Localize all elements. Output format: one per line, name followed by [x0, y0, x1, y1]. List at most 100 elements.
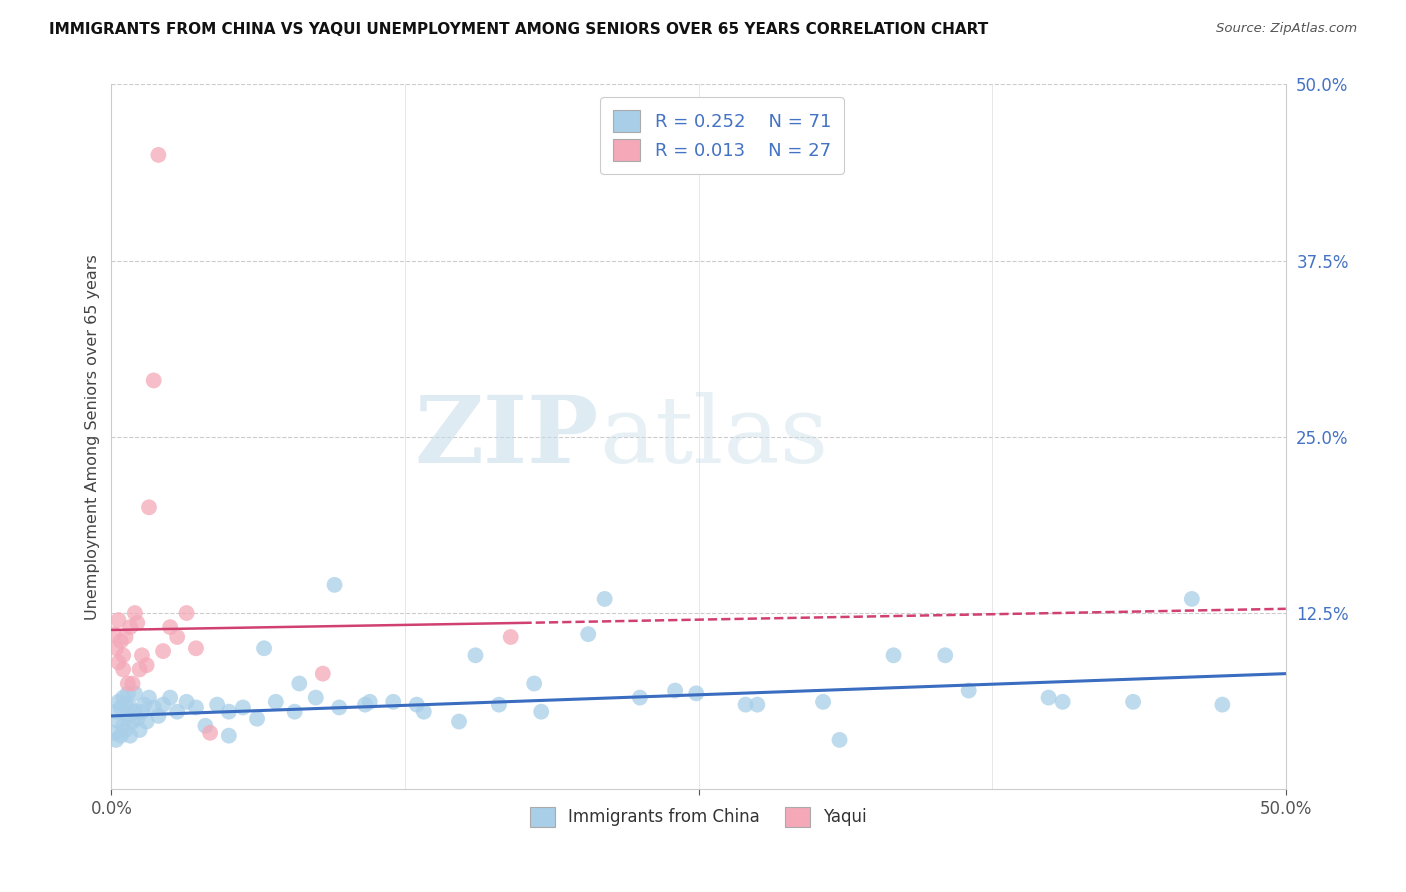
Point [114, 698, 136, 712]
Point [107, 695, 129, 709]
Point [107, 714, 129, 729]
Point [152, 698, 174, 712]
Point [205, 698, 228, 712]
Point [323, 578, 346, 592]
Point [405, 698, 427, 712]
Point [359, 695, 381, 709]
Point [464, 648, 486, 663]
Point [312, 666, 335, 681]
Point [148, 709, 170, 723]
Point [1122, 695, 1144, 709]
Point [264, 695, 287, 709]
Point [105, 641, 128, 656]
Point [194, 719, 217, 733]
Point [103, 627, 125, 641]
Point [354, 698, 377, 712]
Point [811, 695, 834, 709]
Point [128, 723, 150, 737]
Point [166, 705, 188, 719]
Point [117, 686, 139, 700]
Point [110, 700, 132, 714]
Point [685, 686, 707, 700]
Point [1211, 698, 1233, 712]
Text: ZIP: ZIP [415, 392, 599, 482]
Point [957, 683, 980, 698]
Point [1052, 695, 1074, 709]
Point [138, 500, 160, 515]
Point [103, 726, 125, 740]
Point [253, 641, 276, 656]
Point [105, 705, 128, 719]
Point [198, 726, 221, 740]
Point [124, 705, 146, 719]
Point [176, 695, 198, 709]
Point [328, 700, 350, 714]
Point [284, 705, 307, 719]
Point [593, 591, 616, 606]
Point [131, 648, 153, 663]
Text: atlas: atlas [599, 392, 828, 482]
Point [159, 620, 181, 634]
Point [734, 698, 756, 712]
Point [121, 714, 143, 729]
Point [124, 606, 146, 620]
Point [142, 700, 165, 714]
Point [135, 714, 157, 729]
Point [114, 630, 136, 644]
Point [305, 690, 328, 705]
Text: Source: ZipAtlas.com: Source: ZipAtlas.com [1216, 22, 1357, 36]
Point [138, 690, 160, 705]
Point [120, 620, 142, 634]
Point [184, 700, 207, 714]
Point [107, 613, 129, 627]
Point [412, 705, 434, 719]
Point [110, 634, 132, 648]
Point [128, 662, 150, 676]
Point [530, 705, 553, 719]
Point [382, 695, 405, 709]
Point [127, 712, 149, 726]
Point [112, 690, 135, 705]
Point [447, 714, 470, 729]
Point [114, 723, 136, 737]
Point [166, 630, 188, 644]
Point [232, 700, 254, 714]
Point [120, 700, 142, 714]
Point [134, 698, 156, 712]
Point [576, 627, 599, 641]
Y-axis label: Unemployment Among Seniors over 65 years: Unemployment Among Seniors over 65 years [86, 254, 100, 620]
Point [117, 709, 139, 723]
Point [246, 712, 269, 726]
Point [112, 719, 135, 733]
Point [110, 729, 132, 743]
Point [218, 705, 240, 719]
Point [523, 676, 546, 690]
Point [488, 698, 510, 712]
Point [135, 658, 157, 673]
Point [131, 705, 153, 719]
Legend: Immigrants from China, Yaqui: Immigrants from China, Yaqui [523, 800, 873, 834]
Point [107, 656, 129, 670]
Point [747, 698, 769, 712]
Point [1038, 690, 1060, 705]
Point [142, 374, 165, 388]
Point [883, 648, 905, 663]
Point [664, 683, 686, 698]
Point [120, 729, 142, 743]
Point [105, 732, 128, 747]
Point [152, 644, 174, 658]
Point [112, 662, 135, 676]
Point [288, 676, 311, 690]
Point [124, 686, 146, 700]
Point [218, 729, 240, 743]
Point [127, 615, 149, 630]
Point [117, 676, 139, 690]
Point [628, 690, 651, 705]
Point [176, 606, 198, 620]
Point [159, 690, 181, 705]
Point [499, 630, 522, 644]
Point [828, 732, 851, 747]
Point [112, 648, 135, 663]
Text: IMMIGRANTS FROM CHINA VS YAQUI UNEMPLOYMENT AMONG SENIORS OVER 65 YEARS CORRELAT: IMMIGRANTS FROM CHINA VS YAQUI UNEMPLOYM… [49, 22, 988, 37]
Point [184, 641, 207, 656]
